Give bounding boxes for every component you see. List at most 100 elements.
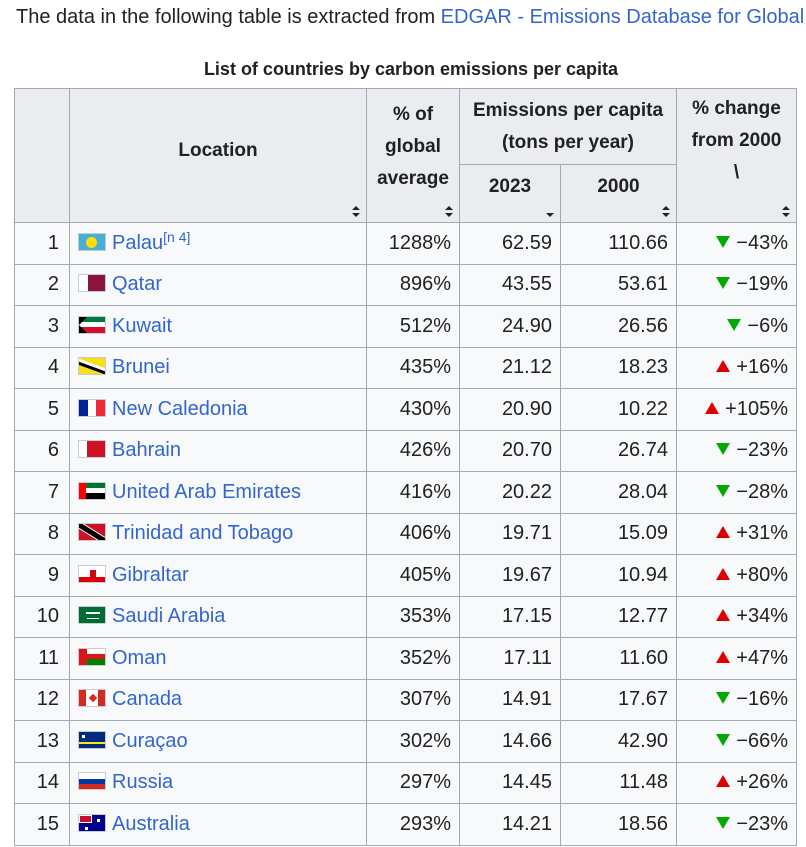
rank-cell: 11 (14, 637, 70, 680)
table-row: 6 Bahrain 426% 20.70 26.74 −23% (14, 429, 797, 472)
country-link[interactable]: New Caledonia (112, 397, 248, 420)
country-link[interactable]: Kuwait (112, 314, 173, 337)
location-header-label: Location (178, 139, 258, 161)
country-link[interactable]: Brunei (112, 356, 170, 379)
country-link[interactable]: Oman (112, 646, 167, 669)
australia-flag-icon (78, 813, 106, 832)
country-link[interactable]: Palau (112, 231, 164, 254)
change-value: −43% (736, 231, 788, 254)
uae-flag-icon (78, 481, 106, 500)
decrease-triangle-icon (716, 235, 731, 248)
russia-flag-icon (78, 772, 106, 791)
change-value: +34% (736, 605, 788, 628)
year-2000-label: 2000 (597, 175, 640, 197)
table-row: 10 Saudi Arabia 353% 17.15 12.77 +34% (14, 595, 797, 638)
location-cell: Gibraltar (69, 554, 367, 597)
location-cell: Palau[n 4] (69, 222, 367, 265)
change-cell: −16% (676, 678, 797, 721)
year-2023-header[interactable]: 2023 (459, 164, 561, 223)
location-cell: Kuwait (69, 305, 367, 348)
pct-global-line1: % of (392, 103, 434, 125)
country-link[interactable]: Gibraltar (112, 563, 189, 586)
location-cell: United Arab Emirates (69, 471, 367, 514)
country-link[interactable]: Saudi Arabia (112, 605, 226, 628)
pct-global-cell: 430% (366, 388, 460, 431)
emissions-2023-cell: 17.15 (459, 595, 561, 638)
increase-triangle-icon (716, 526, 731, 539)
emissions-2023-cell: 14.91 (459, 678, 561, 721)
change-cell: +31% (676, 512, 797, 555)
increase-triangle-icon (705, 401, 720, 414)
change-value: +105% (725, 397, 788, 420)
pct-global-cell: 896% (366, 263, 460, 306)
country-link[interactable]: Canada (112, 688, 183, 711)
sort-icon[interactable] (782, 206, 790, 217)
emissions-2023-cell: 14.45 (459, 761, 561, 804)
emissions-2023-cell: 24.90 (459, 305, 561, 348)
pct-global-cell: 406% (366, 512, 460, 555)
kuwait-flag-icon (78, 315, 106, 334)
emissions-2000-cell: 12.77 (560, 595, 677, 638)
change-value: +16% (736, 356, 788, 379)
increase-triangle-icon (716, 360, 731, 373)
emissions-2000-cell: 18.56 (560, 803, 677, 846)
increase-triangle-icon (716, 650, 731, 663)
emissions-2023-cell: 20.90 (459, 388, 561, 431)
rank-cell: 13 (14, 720, 70, 763)
emissions-line2: (tons per year) (502, 131, 634, 153)
table-caption: List of countries by carbon emissions pe… (203, 59, 619, 79)
sort-icon[interactable] (445, 206, 453, 217)
table-row: 9 Gibraltar 405% 19.67 10.94 +80% (14, 554, 797, 597)
emissions-2023-cell: 21.12 (459, 346, 561, 389)
rank-cell: 7 (14, 471, 70, 514)
table-row: 12 Canada 307% 14.91 17.67 −16% (14, 678, 797, 721)
emissions-2000-cell: 26.56 (560, 305, 677, 348)
sort-icon[interactable] (662, 206, 670, 217)
sort-descending-icon[interactable] (546, 206, 554, 217)
country-link[interactable]: Trinidad and Tobago (112, 522, 294, 545)
edgar-link[interactable]: EDGAR - Emissions Database for Global (440, 6, 805, 28)
change-value: +26% (736, 771, 788, 794)
emissions-2023-cell: 14.21 (459, 803, 561, 846)
country-link[interactable]: Curaçao (112, 729, 188, 752)
year-2000-header[interactable]: 2000 (560, 164, 677, 223)
pct-global-cell: 426% (366, 429, 460, 472)
pct-global-header[interactable]: % of global average (366, 88, 460, 223)
increase-triangle-icon (716, 567, 731, 580)
emissions-2023-cell: 20.70 (459, 429, 561, 472)
decrease-triangle-icon (716, 733, 731, 746)
table-row: 15 Australia 293% 14.21 18.56 −23% (14, 803, 797, 846)
country-link[interactable]: Russia (112, 771, 174, 794)
oman-flag-icon (78, 647, 106, 666)
palau-flag-icon (78, 232, 106, 251)
location-header[interactable]: Location (69, 88, 367, 223)
pct-global-cell: 302% (366, 720, 460, 763)
change-value: +31% (736, 522, 788, 545)
increase-triangle-icon (716, 609, 731, 622)
change-cell: +34% (676, 595, 797, 638)
country-link[interactable]: Australia (112, 812, 190, 835)
country-link[interactable]: Qatar (112, 273, 163, 296)
table-row: 7 United Arab Emirates 416% 20.22 28.04 … (14, 471, 797, 514)
change-cell: +47% (676, 637, 797, 680)
emissions-2000-cell: 11.60 (560, 637, 677, 680)
emissions-2023-cell: 19.71 (459, 512, 561, 555)
footnote-link[interactable]: [n 4] (163, 228, 191, 245)
location-cell: Canada (69, 678, 367, 721)
change-cell: −6% (676, 305, 797, 348)
change-value: −6% (747, 314, 788, 337)
country-link[interactable]: Bahrain (112, 439, 181, 462)
change-cell: −66% (676, 720, 797, 763)
country-link[interactable]: United Arab Emirates (112, 480, 301, 503)
decrease-triangle-icon (727, 318, 742, 331)
emissions-2000-cell: 18.23 (560, 346, 677, 389)
emissions-2000-cell: 26.74 (560, 429, 677, 472)
change-cell: −23% (676, 803, 797, 846)
location-cell: Trinidad and Tobago (69, 512, 367, 555)
location-cell: Brunei (69, 346, 367, 389)
saudi-arabia-flag-icon (78, 606, 106, 625)
change-cell: −28% (676, 471, 797, 514)
location-cell: New Caledonia (69, 388, 367, 431)
change-header[interactable]: % change from 2000 \ (676, 88, 797, 223)
sort-icon[interactable] (352, 206, 360, 217)
